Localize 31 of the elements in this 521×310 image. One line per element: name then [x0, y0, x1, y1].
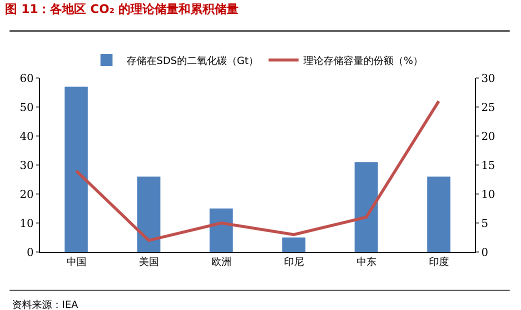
y2-tick-label: 15 — [481, 158, 496, 172]
y2-tick-label: 10 — [481, 188, 496, 201]
y-tick-label: 60 — [20, 72, 34, 85]
legend-label: 理论存储容量的份额（%） — [304, 54, 424, 67]
y2-tick-label: 5 — [481, 216, 488, 230]
y-tick-label: 10 — [20, 216, 34, 230]
x-tick-label: 中东 — [356, 256, 376, 268]
x-tick-label: 印尼 — [284, 256, 304, 268]
y2-tick-label: 30 — [481, 72, 496, 85]
y-tick-label: 20 — [20, 188, 34, 201]
y2-tick-label: 20 — [481, 130, 496, 143]
y-tick-label: 30 — [20, 158, 34, 172]
bar — [137, 176, 160, 252]
line-series — [74, 100, 440, 242]
bar — [354, 162, 378, 252]
x-tick-label: 中国 — [66, 256, 86, 268]
chart-title: 图 11：各地区 CO₂ 的理论储量和累积储量 — [5, 2, 239, 16]
y-tick-label: 40 — [20, 130, 34, 143]
bar — [282, 238, 306, 252]
x-tick-label: 印度 — [428, 256, 449, 268]
bar — [210, 208, 233, 252]
x-tick-label: 欧洲 — [211, 256, 232, 268]
text: 资料来源：IEA — [12, 299, 78, 310]
y2-tick-label: 25 — [481, 100, 496, 114]
y-tick-label: 50 — [20, 100, 34, 114]
legend-label: 存储在SDS的二氧化碳（Gt） — [126, 54, 259, 67]
bar — [64, 86, 88, 252]
x-tick-label: 美国 — [138, 256, 159, 268]
bar — [427, 176, 450, 252]
y2-tick-label: 0 — [481, 246, 488, 259]
y-tick-label: 0 — [26, 246, 34, 259]
